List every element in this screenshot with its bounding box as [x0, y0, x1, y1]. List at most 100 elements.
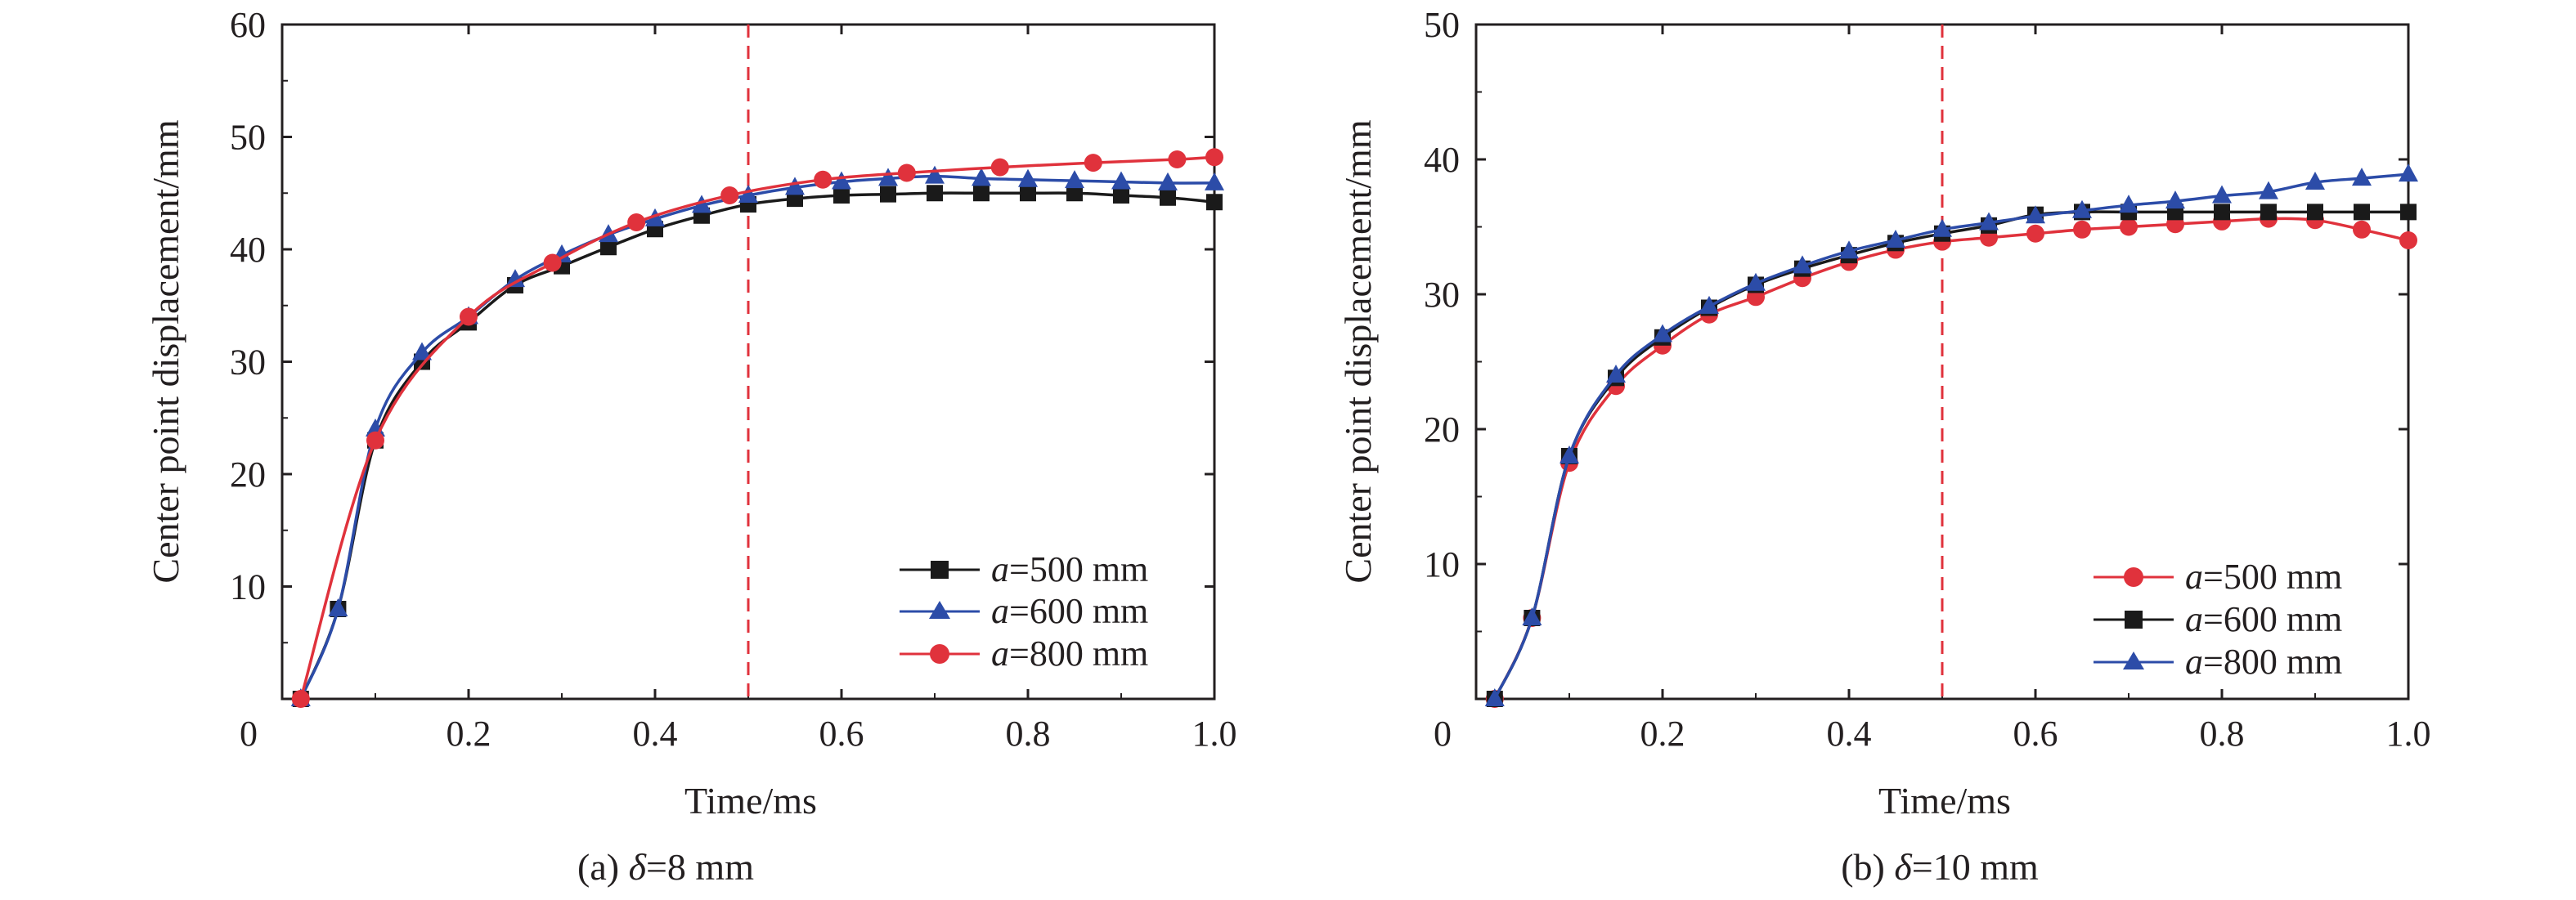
- data-point: [692, 195, 711, 213]
- data-point: [832, 171, 851, 190]
- x-tick-label: 0.8: [1006, 714, 1051, 754]
- svg-text:a=800 mm: a=800 mm: [991, 634, 1148, 674]
- data-point: [1113, 187, 1129, 204]
- series-line: [1493, 172, 2408, 699]
- data-point: [645, 208, 665, 226]
- data-point: [925, 165, 945, 184]
- svg-text:a=600 mm: a=600 mm: [991, 591, 1148, 631]
- legend-item: a=800 mm: [2094, 642, 2342, 682]
- svg-text:a=800 mm: a=800 mm: [2185, 642, 2342, 682]
- data-point: [1886, 230, 1905, 248]
- data-point: [1111, 171, 1131, 190]
- plot-frame: [1474, 23, 2410, 701]
- data-point: [1699, 295, 1719, 314]
- legend-item: a=500 mm: [2094, 557, 2342, 597]
- data-point: [366, 431, 384, 450]
- data-point: [600, 239, 617, 256]
- data-point: [2214, 204, 2230, 221]
- data-point: [412, 342, 432, 360]
- data-point: [927, 185, 943, 202]
- data-point: [1160, 189, 1176, 206]
- svg-text:a=500 mm: a=500 mm: [991, 549, 1148, 589]
- x-tick-label: 0.4: [1827, 714, 1872, 754]
- data-point: [291, 690, 310, 708]
- y-tick-label: 10: [1424, 544, 1460, 584]
- data-point: [1522, 607, 1542, 625]
- data-point: [2305, 172, 2325, 190]
- x-tick-label: 0.6: [819, 714, 864, 754]
- y-tick-label: 30: [230, 343, 266, 383]
- origin-label: 0: [240, 714, 258, 754]
- x-tick-label: 0.2: [1640, 714, 1685, 754]
- data-point: [2307, 204, 2323, 221]
- data-point: [1205, 172, 1224, 190]
- data-point: [1746, 272, 1766, 291]
- legend-item: a=800 mm: [900, 634, 1148, 674]
- data-point: [1205, 148, 1223, 167]
- legend: a=500 mm a=600 mm a=800 mm: [2094, 557, 2342, 682]
- data-point: [2259, 181, 2278, 199]
- data-point: [2399, 163, 2418, 182]
- data-point: [2165, 190, 2185, 209]
- y-tick-label: 50: [230, 118, 266, 158]
- data-point: [897, 163, 916, 182]
- data-point: [1606, 365, 1626, 383]
- data-point: [1839, 240, 1859, 259]
- data-point: [2119, 195, 2138, 213]
- data-point: [460, 307, 478, 326]
- data-point: [1560, 446, 1579, 463]
- data-point: [2072, 199, 2092, 218]
- x-axis-title: Time/ms: [1878, 780, 2011, 822]
- y-tick-label: 20: [230, 454, 266, 495]
- data-point: [1020, 185, 1036, 202]
- legend: a=500 mm a=600 mm a=800 mm: [900, 549, 1148, 674]
- data-point: [973, 185, 990, 202]
- data-point: [2399, 231, 2417, 249]
- data-point: [1932, 218, 1952, 237]
- data-point: [2354, 204, 2370, 221]
- x-tick-label: 1.0: [2386, 714, 2431, 754]
- y-axis-title: Center point displacement/mm: [1337, 119, 1379, 583]
- y-tick-label: 40: [1424, 140, 1460, 180]
- series-line: [299, 191, 1214, 699]
- data-point: [785, 177, 805, 195]
- data-point: [2026, 205, 2045, 224]
- data-point: [2352, 168, 2372, 186]
- panel-a: Center point displacement/mm Time/ms (a)…: [145, 5, 1237, 888]
- x-tick-label: 1.0: [1192, 714, 1237, 754]
- data-point: [1653, 324, 1672, 343]
- data-point: [878, 168, 898, 186]
- data-point: [2073, 220, 2091, 239]
- data-point: [1484, 688, 1505, 706]
- data-point: [1168, 150, 1187, 168]
- y-axis-title: Center point displacement/mm: [145, 119, 186, 583]
- data-point: [833, 187, 850, 204]
- data-point: [2212, 185, 2232, 204]
- data-point: [990, 158, 1009, 177]
- data-point: [2120, 217, 2138, 236]
- data-point: [1018, 168, 1038, 187]
- data-point: [543, 253, 562, 272]
- legend-item: a=600 mm: [900, 591, 1148, 631]
- y-tick-label: 20: [1424, 410, 1460, 450]
- data-point: [1065, 170, 1084, 189]
- data-point: [2353, 220, 2371, 239]
- data-point: [1084, 154, 1102, 172]
- svg-text:a=600 mm: a=600 mm: [2185, 599, 2342, 639]
- data-point: [2400, 204, 2417, 221]
- data-point: [505, 269, 525, 288]
- data-point: [1793, 255, 1812, 274]
- svg-text:a=500 mm: a=500 mm: [2185, 557, 2342, 597]
- data-point: [880, 186, 896, 203]
- data-point: [2260, 204, 2277, 221]
- data-point: [1979, 212, 1999, 231]
- data-point: [1206, 194, 1223, 211]
- y-tick-label: 10: [230, 567, 266, 607]
- y-tick-label: 40: [230, 230, 266, 270]
- y-tick-label: 60: [230, 5, 266, 45]
- legend-item: a=600 mm: [2094, 599, 2342, 639]
- data-point: [720, 186, 739, 204]
- y-tick-label: 50: [1424, 5, 1460, 45]
- legend-item: a=500 mm: [900, 549, 1148, 589]
